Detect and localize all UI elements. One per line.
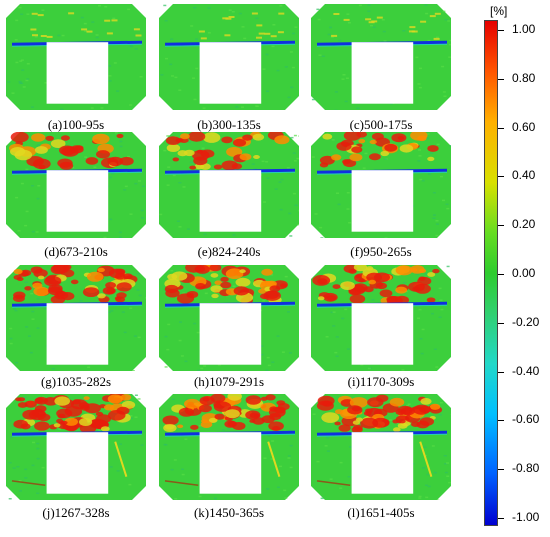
colorbar-tick-mark <box>498 469 504 471</box>
colorbar-tick-label: 0.00 <box>512 266 536 280</box>
strain-panel <box>311 265 451 371</box>
strain-panel <box>159 394 299 500</box>
colorbar-tick-mark <box>498 127 504 129</box>
colorbar-tick-mark <box>498 420 504 422</box>
panel-caption: (e)824-240s <box>197 244 261 259</box>
panel-caption: (d)673-210s <box>44 244 108 259</box>
colorbar-tick-label: 0.20 <box>512 217 536 232</box>
colorbar-tick-mark <box>498 322 504 324</box>
colorbar-tick-label: 1.00 <box>512 22 536 36</box>
panel-caption: (h)1079-291s <box>193 374 265 389</box>
colorbar-tick-label: 0.40 <box>512 168 536 183</box>
panel-caption: (c)500-175s <box>349 117 413 132</box>
panel-caption: (g)1035-282s <box>40 374 112 389</box>
panel-caption: (l)1651-405s <box>347 505 415 520</box>
panel-caption: (i)1170-309s <box>347 374 415 389</box>
colorbar-tick-mark <box>498 274 504 275</box>
colorbar-tick-label: -0.20 <box>512 314 540 329</box>
strain-panel <box>311 132 451 238</box>
strain-panel <box>6 394 146 500</box>
colorbar-tick-mark <box>498 371 504 373</box>
colorbar-tick-label: -1.00 <box>512 510 540 524</box>
colorbar-tick-label: 0.60 <box>512 119 536 134</box>
colorbar-unit: [%] <box>490 4 508 18</box>
strain-panel <box>159 4 299 110</box>
strain-panel <box>159 132 299 238</box>
strain-panel <box>6 265 146 371</box>
colorbar-tick-label: -0.60 <box>512 412 540 427</box>
strain-panel <box>6 132 146 238</box>
colorbar-tick-label: -0.80 <box>512 461 540 476</box>
strain-panel <box>311 394 451 500</box>
colorbar-tick-label: -0.40 <box>512 363 540 378</box>
colorbar-tick-mark <box>498 30 504 31</box>
panel-caption: (k)1450-365s <box>193 505 265 520</box>
colorbar-tick-mark <box>498 78 504 80</box>
panel-caption: (j)1267-328s <box>42 505 110 520</box>
strain-panel <box>159 265 299 371</box>
colorbar <box>484 20 498 526</box>
panel-caption: (a)100-95s <box>47 117 105 132</box>
colorbar-tick-mark <box>498 518 504 519</box>
strain-panel <box>311 4 451 110</box>
colorbar-tick-label: 0.80 <box>512 70 536 85</box>
colorbar-tick-mark <box>498 225 504 227</box>
strain-panel <box>6 4 146 110</box>
panel-caption: (b)300-135s <box>197 117 261 132</box>
colorbar-tick-mark <box>498 176 504 178</box>
panel-caption: (f)950-265s <box>350 244 412 259</box>
